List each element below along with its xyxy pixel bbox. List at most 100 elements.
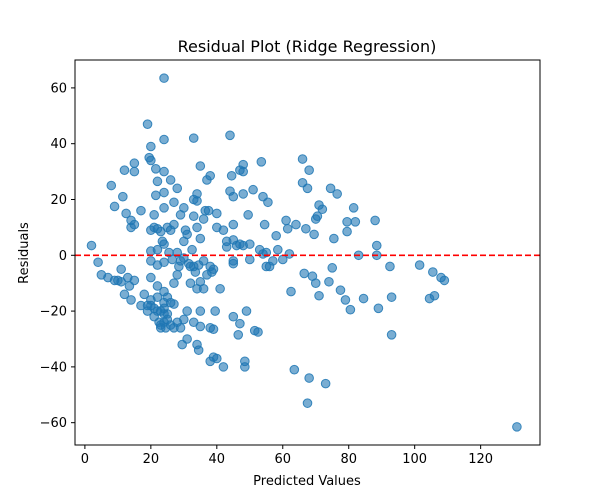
data-point [179,314,189,325]
data-point [235,318,245,329]
data-point [429,290,440,301]
data-point [335,285,346,295]
data-point [271,230,281,241]
data-point [248,184,258,195]
data-point [302,398,313,408]
data-point [195,321,206,332]
data-point [327,263,338,273]
y-axis-ticks: −60 −40 −20 0 20 40 60 [40,81,75,431]
data-point [324,276,334,287]
data-point [386,292,397,302]
data-point [332,189,342,199]
data-point [159,239,169,249]
data-point [320,378,331,389]
data-point [238,189,248,199]
data-point [116,264,126,275]
data-point [149,210,159,220]
data-point [146,155,156,166]
data-point [225,130,235,141]
data-point [185,278,196,288]
data-point [159,134,169,145]
data-point [188,211,199,222]
data-point [106,180,117,191]
data-point [259,219,270,230]
x-tick-label: 60 [274,452,291,467]
data-point [182,306,192,316]
data-point [340,295,351,305]
data-point [317,204,328,215]
data-point [139,289,150,300]
data-point [345,304,356,315]
data-point [121,208,131,219]
data-point [129,275,140,286]
data-point [228,191,239,202]
data-point [284,249,295,259]
data-point [301,223,311,234]
data-point [179,203,189,213]
data-point [304,373,314,383]
data-point [358,293,369,304]
data-point [188,133,199,143]
data-point [165,175,176,185]
data-point [273,244,283,255]
data-point [256,157,267,167]
data-point [203,205,214,216]
data-point [195,233,206,244]
scatter-points [86,73,522,432]
y-tick-label: 40 [50,137,67,152]
data-point [329,233,339,244]
data-point [238,166,248,177]
x-axis-ticks: 0 20 40 60 80 100 120 [81,445,493,467]
data-point [309,229,319,240]
x-tick-label: 20 [143,452,160,467]
data-point [86,240,97,251]
data-point [253,327,263,337]
data-point [146,272,156,283]
data-point [192,222,202,233]
data-point [386,330,397,340]
data-point [304,165,314,175]
data-point [212,208,222,219]
data-point [198,256,209,266]
data-point [414,260,425,270]
data-point [129,158,140,169]
data-point [240,362,250,372]
data-point [233,330,244,340]
data-point [159,73,169,83]
y-axis-label: Residuals [17,222,32,284]
data-point [310,278,321,288]
data-point [205,170,216,181]
data-point [192,196,202,206]
data-point [169,299,179,309]
data-point [129,219,140,230]
data-point [244,239,255,249]
x-tick-label: 40 [209,452,226,467]
data-point [325,183,336,194]
data-point [243,210,253,220]
data-point [299,268,310,279]
data-point [208,264,219,275]
data-point [172,270,183,280]
data-point [428,267,438,277]
data-point [182,229,192,240]
data-point [244,254,255,265]
data-point [302,183,313,194]
data-point [282,223,293,234]
data-point [182,334,192,344]
data-point [263,197,273,208]
data-point [193,345,204,355]
x-tick-label: 0 [81,452,89,467]
data-point [342,217,352,227]
y-tick-label: 60 [50,81,67,96]
data-point [241,306,252,316]
data-point [146,141,156,152]
data-point [169,278,179,288]
data-point [119,165,130,175]
data-point [159,257,169,268]
data-point [342,226,352,237]
data-point [348,203,359,213]
data-point [218,362,229,372]
data-point [136,205,146,216]
y-tick-label: −20 [40,305,67,320]
data-point [169,219,179,230]
